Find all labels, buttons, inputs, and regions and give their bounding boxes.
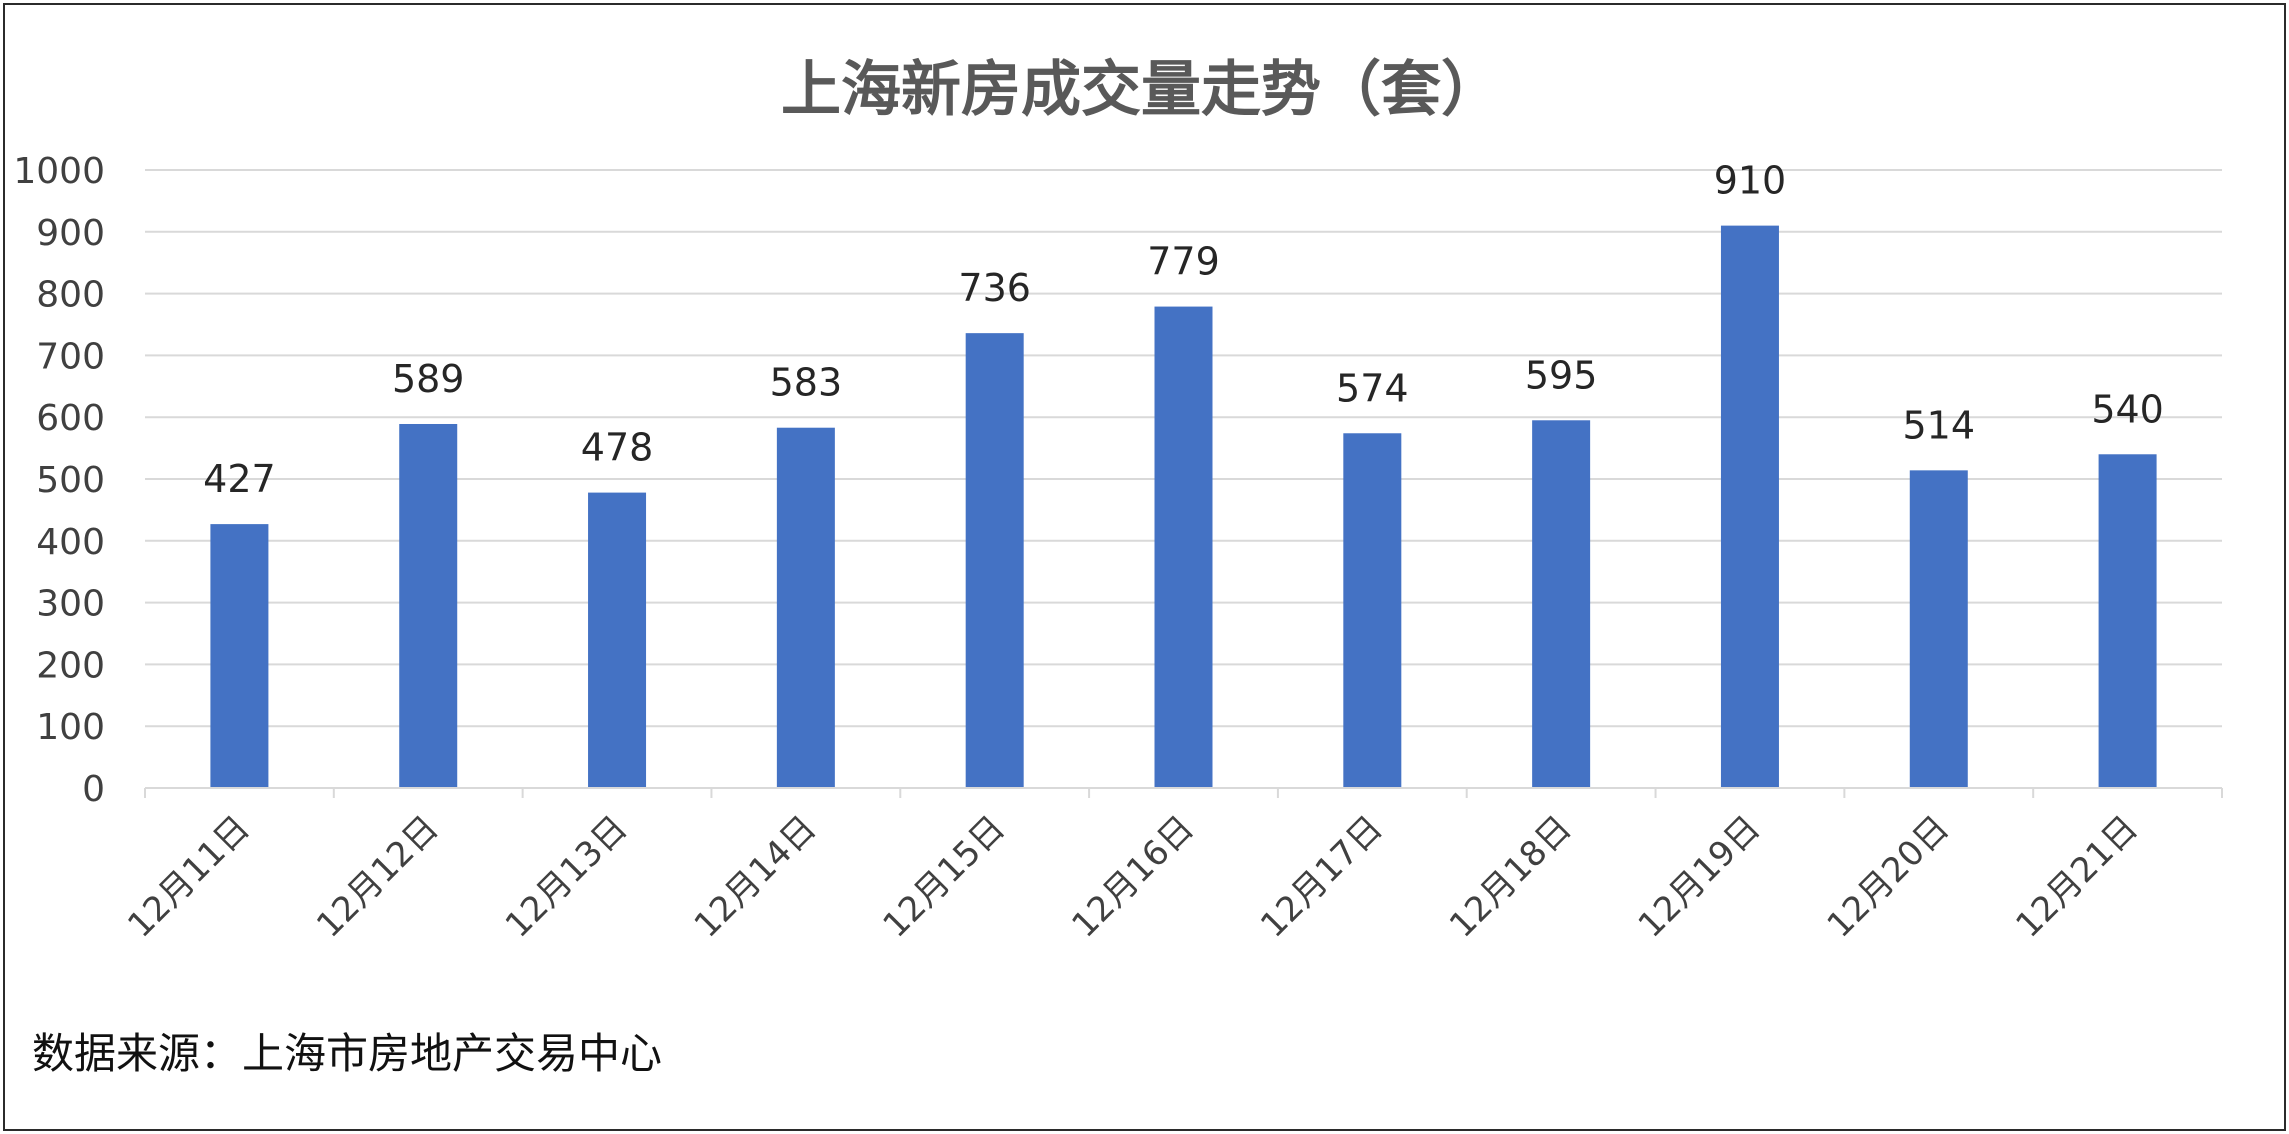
x-category-label: 12月16日: [1064, 808, 1202, 946]
bar: [2098, 454, 2157, 788]
x-category-label: 12月15日: [875, 808, 1013, 946]
x-category-label: 12月18日: [1442, 808, 1580, 946]
x-axis: [144, 787, 2223, 798]
data-label: 427: [203, 457, 276, 501]
data-label: 779: [1147, 240, 1220, 284]
x-category-label: 12月12日: [309, 808, 447, 946]
bar: [399, 423, 458, 788]
bar: [1343, 433, 1402, 788]
y-tick-label: 0: [82, 769, 105, 810]
data-label: 574: [1336, 366, 1409, 410]
bar: [776, 427, 835, 788]
bars: [210, 225, 2157, 788]
y-axis-tick-labels: 0 100 200 300 400 500 600 700 800 900 1000: [13, 151, 105, 810]
data-labels: 427 589 478 583 736 779 574 595 910 514 540: [203, 159, 2164, 501]
bar: [210, 524, 269, 788]
gridlines: [145, 169, 2222, 728]
data-label: 589: [392, 357, 465, 401]
y-tick-label: 700: [36, 336, 105, 377]
chart-frame: [3, 3, 2286, 1131]
data-label: 595: [1525, 353, 1598, 397]
x-axis-category-labels: 12月11日 12月12日 12月13日 12月14日 12月15日 12月16日 12月1…: [120, 808, 2146, 946]
bar: [588, 492, 647, 788]
data-label: 583: [770, 361, 843, 405]
chart-title: 上海新房成交量走势（套）: [781, 55, 1501, 125]
y-tick-label: 400: [36, 522, 105, 563]
y-tick-label: 500: [36, 460, 105, 501]
data-label: 478: [581, 426, 654, 470]
y-tick-label: 200: [36, 645, 105, 686]
bar: [1532, 420, 1591, 788]
x-category-label: 12月17日: [1253, 808, 1391, 946]
bar: [1720, 225, 1779, 788]
y-tick-label: 100: [36, 707, 105, 748]
x-category-label: 12月19日: [1631, 808, 1769, 946]
data-label: 540: [2091, 387, 2164, 431]
data-label: 736: [958, 266, 1031, 310]
bar: [1154, 306, 1213, 788]
y-tick-label: 1000: [13, 151, 105, 192]
x-category-label: 12月13日: [498, 808, 636, 946]
y-tick-label: 600: [36, 398, 105, 439]
y-tick-label: 800: [36, 275, 105, 316]
x-category-label: 12月14日: [687, 808, 825, 946]
source-note: 数据来源：上海市房地产交易中心: [32, 1029, 662, 1078]
x-category-label: 12月11日: [120, 808, 258, 946]
data-label: 514: [1903, 403, 1976, 447]
y-tick-label: 900: [36, 213, 105, 254]
bar: [965, 333, 1024, 788]
x-category-label: 12月20日: [1820, 808, 1958, 946]
x-category-label: 12月21日: [2008, 808, 2146, 946]
data-label: 910: [1714, 159, 1787, 203]
y-tick-label: 300: [36, 584, 105, 625]
bar: [1909, 470, 1968, 788]
